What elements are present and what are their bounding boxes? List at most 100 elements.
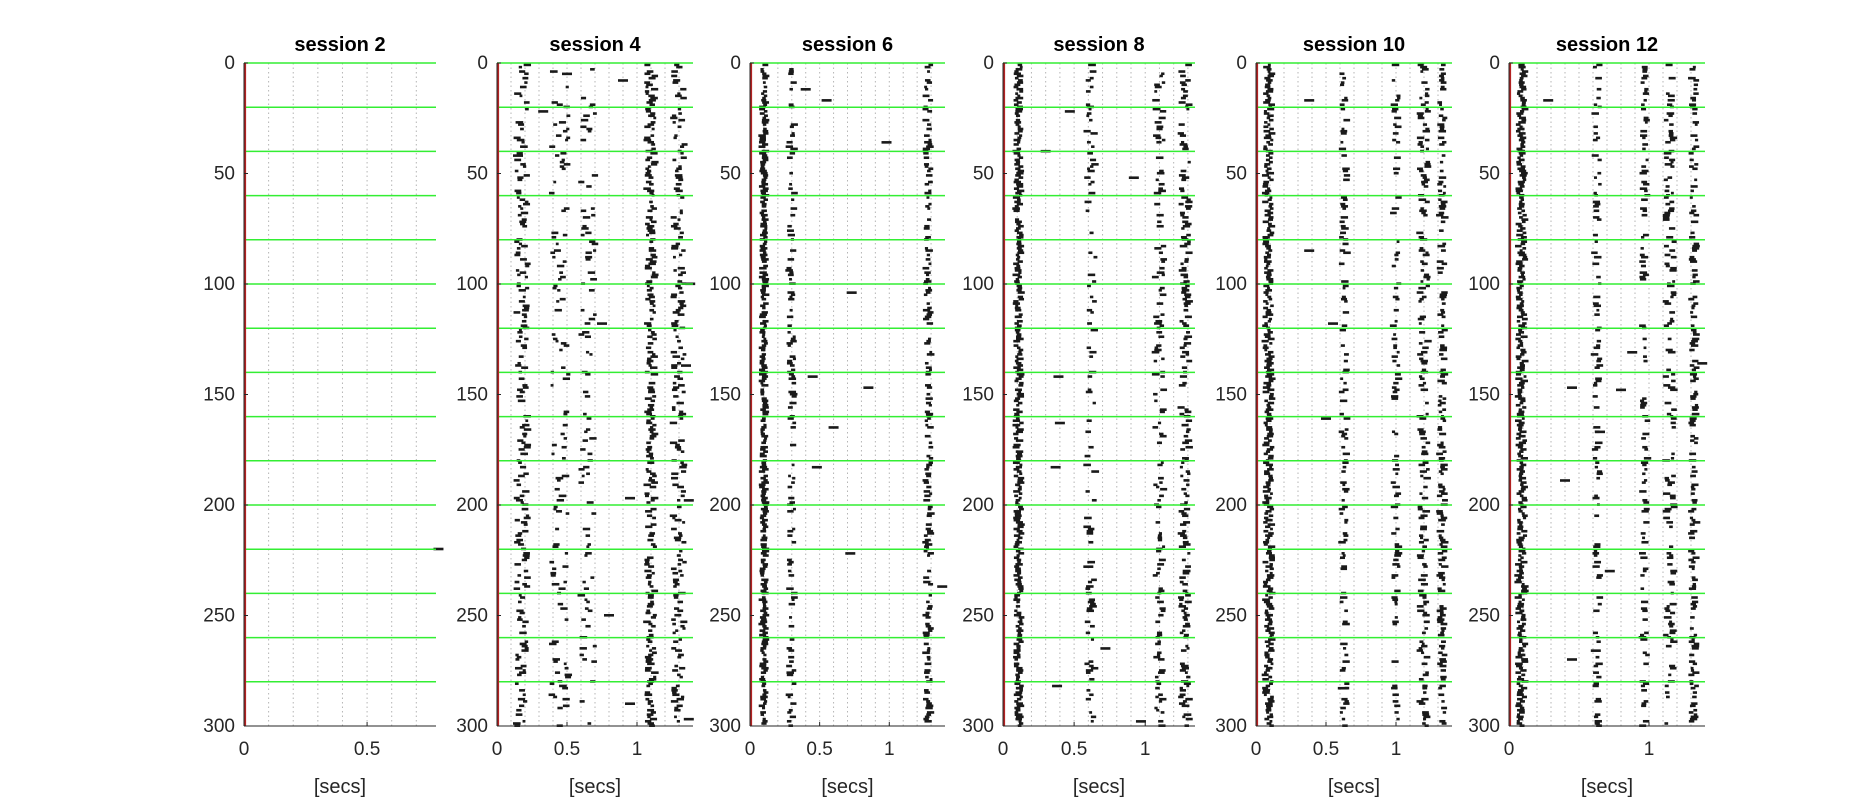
raster-event — [1183, 342, 1192, 345]
raster-event — [1422, 596, 1427, 599]
raster-event — [644, 691, 651, 694]
raster-event — [760, 494, 766, 498]
raster-event — [1395, 377, 1403, 381]
raster-event — [1089, 158, 1097, 162]
raster-event — [1642, 609, 1648, 613]
raster-event — [1519, 450, 1524, 453]
raster-event — [553, 249, 561, 252]
raster-event — [1440, 373, 1449, 376]
raster-event — [518, 355, 524, 358]
raster-event — [1184, 258, 1189, 261]
raster-event — [591, 512, 597, 515]
raster-event — [645, 110, 652, 113]
raster-event — [517, 600, 522, 604]
raster-event — [1393, 344, 1398, 347]
raster-event — [1015, 331, 1020, 334]
raster-event — [1015, 521, 1023, 524]
raster-event — [1100, 647, 1111, 650]
raster-event — [789, 660, 794, 663]
raster-event — [681, 143, 688, 146]
raster-event — [761, 640, 768, 644]
raster-event — [1017, 481, 1025, 484]
raster-event — [1664, 253, 1671, 257]
raster-event — [1017, 585, 1024, 588]
raster-event — [928, 441, 933, 445]
raster-event — [1420, 70, 1424, 73]
raster-event — [648, 94, 655, 98]
raster-event — [1178, 269, 1187, 272]
raster-event — [1014, 163, 1020, 166]
raster-event — [1013, 432, 1019, 436]
raster-event — [1439, 660, 1447, 663]
raster-event — [1183, 543, 1191, 546]
raster-event — [1665, 264, 1670, 268]
raster-event — [1344, 300, 1348, 303]
raster-event — [648, 388, 655, 392]
raster-event — [653, 116, 657, 120]
raster-event — [1666, 235, 1674, 239]
raster-event — [1438, 686, 1443, 690]
raster-event — [1664, 691, 1670, 694]
raster-event — [1441, 291, 1448, 294]
raster-event — [1161, 273, 1165, 277]
raster-event — [1017, 671, 1023, 674]
raster-event — [585, 258, 591, 261]
raster-event — [1693, 302, 1699, 305]
raster-event — [789, 125, 794, 129]
raster-event — [1640, 399, 1645, 403]
raster-event — [1643, 662, 1649, 666]
raster-event — [760, 408, 766, 411]
raster-event — [1516, 468, 1524, 471]
raster-event — [1269, 571, 1273, 575]
raster-event — [1268, 514, 1274, 518]
raster-event — [1438, 483, 1443, 487]
raster-event — [1690, 134, 1698, 137]
raster-event — [1341, 280, 1349, 283]
raster-event — [1442, 450, 1447, 453]
raster-event — [926, 700, 931, 703]
raster-event — [1668, 673, 1672, 677]
raster-event — [1263, 543, 1268, 546]
raster-event — [1390, 481, 1396, 484]
raster-event — [558, 587, 566, 590]
raster-event — [760, 70, 765, 73]
raster-event — [1438, 693, 1445, 697]
raster-event — [680, 304, 687, 308]
raster-event — [1668, 129, 1673, 133]
raster-event — [675, 629, 679, 632]
raster-event — [1520, 335, 1528, 339]
raster-event — [1644, 189, 1648, 193]
raster-event — [1014, 205, 1019, 208]
raster-event — [1342, 505, 1348, 509]
raster-event — [646, 284, 650, 288]
raster-event — [828, 426, 839, 429]
raster-event — [1267, 658, 1274, 661]
raster-event — [650, 417, 655, 420]
raster-event — [1269, 202, 1274, 206]
raster-event — [1690, 209, 1697, 213]
raster-event — [1517, 521, 1523, 524]
raster-event — [1012, 445, 1020, 449]
raster-event — [1087, 322, 1092, 325]
raster-event — [1268, 280, 1274, 283]
raster-event — [651, 87, 659, 91]
raster-event — [1089, 350, 1097, 354]
raster-event — [1663, 244, 1669, 248]
raster-event — [1393, 333, 1396, 336]
raster-event — [926, 196, 930, 199]
raster-event — [1690, 602, 1696, 606]
raster-event — [1423, 620, 1430, 624]
raster-event — [1441, 328, 1448, 332]
raster-event — [1517, 156, 1521, 160]
panel-title: session 8 — [1053, 34, 1144, 56]
raster-event — [790, 207, 798, 210]
raster-event — [1084, 516, 1092, 520]
raster-event — [927, 123, 932, 126]
raster-event — [925, 527, 931, 531]
raster-event — [1157, 658, 1165, 661]
raster-event — [1520, 98, 1527, 102]
raster-event — [1441, 315, 1446, 319]
raster-event — [677, 300, 686, 303]
raster-event — [1418, 430, 1426, 434]
raster-event — [1520, 242, 1526, 246]
